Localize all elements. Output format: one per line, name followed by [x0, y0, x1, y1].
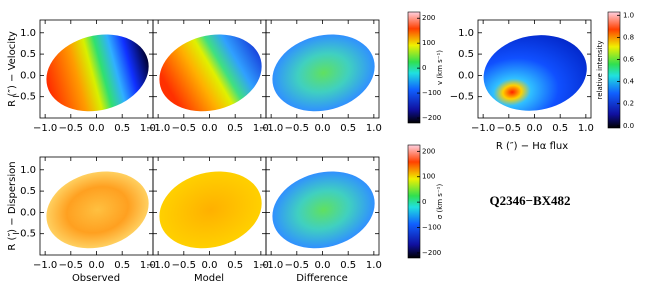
- x-tick-label: −1.0: [259, 123, 283, 134]
- x-tick-label: 1.0: [140, 260, 156, 271]
- figure-title: Q2346−BX482: [489, 193, 570, 208]
- colorbar-tick-label: 100: [422, 39, 435, 47]
- colorbar-tick-label: 0.2: [623, 100, 634, 108]
- colorbar-tick-label: 0.6: [623, 56, 635, 64]
- y-tick-label: 0.5: [20, 186, 36, 197]
- colorbar-label: relative intensity: [596, 41, 604, 100]
- y-tick-label: 1.0: [458, 28, 474, 39]
- colorbar-tick-label: 100: [422, 173, 435, 181]
- x-tick-label: 0.0: [202, 260, 218, 271]
- y-tick-label: −0.5: [12, 229, 36, 240]
- x-tick-label: 1.0: [366, 260, 382, 271]
- colorbar-label: v (km s⁻¹): [436, 50, 444, 85]
- x-tick-label: 0.0: [315, 123, 331, 134]
- y-tick-label: −0.5: [450, 92, 474, 103]
- x-tick-label: −0.5: [172, 123, 196, 134]
- x-tick-label: −1.0: [471, 123, 495, 134]
- y-tick-label: 0.0: [458, 70, 474, 81]
- colorbar-tick-label: 0.8: [623, 33, 634, 41]
- map-image: [159, 171, 262, 249]
- colorbar-tick-label: 0: [422, 198, 426, 206]
- x-tick-label: −0.5: [59, 123, 83, 134]
- colorbar-tick-label: −200: [422, 249, 441, 257]
- colorbar-tick-label: 0: [422, 64, 426, 72]
- x-tick-label: −1.0: [259, 260, 283, 271]
- column-label: Difference: [296, 273, 348, 284]
- x-tick-label: 0.0: [89, 123, 105, 134]
- map-image: [272, 171, 375, 249]
- x-tick-label: 1.0: [253, 123, 269, 134]
- colorbar-tick-label: 0.4: [623, 78, 635, 86]
- x-tick-label: 0.5: [340, 123, 356, 134]
- map-image: [272, 34, 375, 112]
- colorbar-tick-label: 200: [422, 147, 435, 155]
- x-tick-label: 0.5: [114, 123, 130, 134]
- x-tick-label: −0.5: [285, 260, 309, 271]
- colorbar-tick-label: −100: [422, 89, 441, 97]
- colorbar: [607, 11, 621, 129]
- colorbar-tick-label: −200: [422, 114, 441, 122]
- y-tick-label: 0.0: [20, 70, 36, 81]
- map-image: [483, 35, 587, 111]
- x-tick-label: 1.0: [366, 123, 382, 134]
- x-tick-label: −0.5: [172, 260, 196, 271]
- x-tick-label: 0.0: [315, 260, 331, 271]
- y-tick-label: 0.0: [20, 207, 36, 218]
- x-tick-label: 1.0: [578, 123, 594, 134]
- row-label: R (″) − Velocity: [7, 31, 18, 107]
- colorbar-tick-label: 0.0: [623, 122, 634, 130]
- y-tick-label: 1.0: [20, 28, 36, 39]
- colorbar-label: σ (km s⁻¹): [436, 184, 444, 220]
- colorbar-tick-label: 1.0: [623, 11, 634, 19]
- x-tick-label: 0.5: [227, 260, 243, 271]
- x-tick-label: −1.0: [33, 260, 57, 271]
- y-tick-label: −0.5: [12, 92, 36, 103]
- colorbar: [407, 11, 421, 124]
- y-tick-label: 0.5: [20, 49, 36, 60]
- x-tick-label: −0.5: [285, 123, 309, 134]
- x-tick-label: 0.0: [202, 123, 218, 134]
- x-tick-label: 0.5: [552, 123, 568, 134]
- x-tick-label: −1.0: [33, 123, 57, 134]
- x-tick-label: −1.0: [146, 123, 170, 134]
- x-tick-label: 0.5: [114, 260, 130, 271]
- y-tick-label: 1.0: [20, 165, 36, 176]
- flux-label: R (″) − Hα flux: [496, 141, 568, 152]
- map-image: [46, 171, 149, 249]
- x-tick-label: 1.0: [140, 123, 156, 134]
- x-tick-label: −0.5: [497, 123, 521, 134]
- x-tick-label: 0.5: [227, 123, 243, 134]
- colorbar-tick-label: −100: [422, 224, 441, 232]
- x-tick-label: 0.0: [527, 123, 543, 134]
- row-label: R (″) − Dispersion: [7, 161, 18, 250]
- x-tick-label: 1.0: [253, 260, 269, 271]
- colorbar: [407, 144, 421, 259]
- x-tick-label: −1.0: [146, 260, 170, 271]
- column-label: Observed: [72, 273, 120, 284]
- x-tick-label: 0.5: [340, 260, 356, 271]
- x-tick-label: −0.5: [59, 260, 83, 271]
- column-label: Model: [194, 273, 224, 284]
- y-tick-label: 0.5: [458, 49, 474, 60]
- map-image: [159, 34, 262, 112]
- x-tick-label: 0.0: [89, 260, 105, 271]
- map-image: [46, 34, 149, 112]
- colorbar-tick-label: 200: [422, 14, 435, 22]
